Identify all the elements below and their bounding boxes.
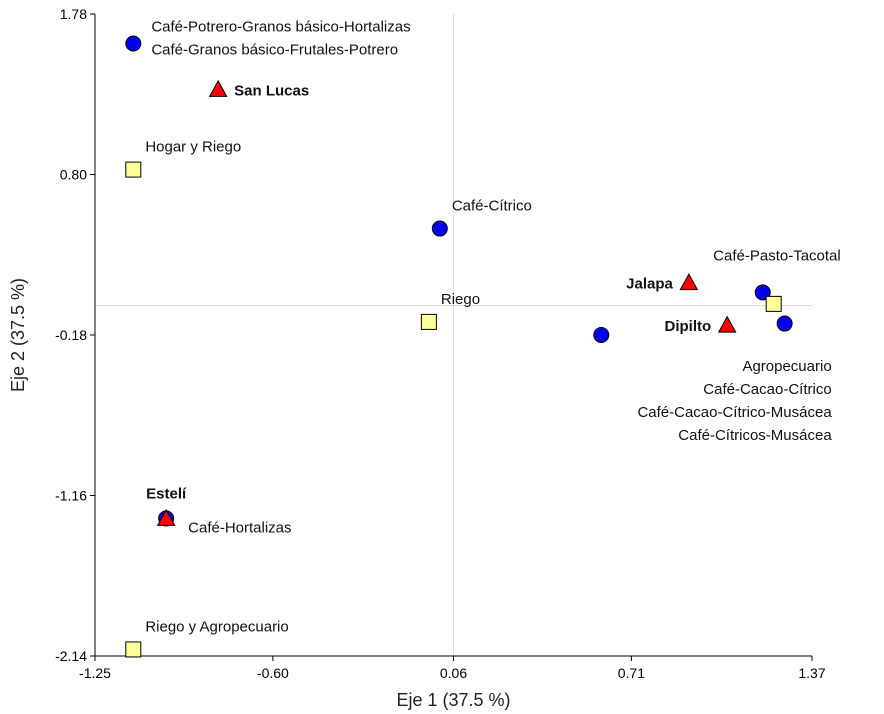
x-tick-label: 0.71 xyxy=(618,665,645,681)
x-tick-label: 1.37 xyxy=(798,665,825,681)
y-tick-label: -0.18 xyxy=(55,327,87,343)
point-label: Café-Cítrico xyxy=(452,198,532,215)
y-tick-label: -1.16 xyxy=(55,488,87,504)
point-square xyxy=(765,295,782,312)
point-label: Estelí xyxy=(146,485,187,502)
point-label: Riego xyxy=(441,291,480,308)
point-circle xyxy=(125,35,142,52)
point-label: Dipilto xyxy=(665,318,712,335)
point-label: Café-Hortalizas xyxy=(188,519,291,536)
point-triangle xyxy=(156,508,176,526)
x-ticks: -1.25 -0.60 0.06 0.71 1.37 xyxy=(79,656,826,681)
y-tick-label: -2.14 xyxy=(55,648,87,664)
point-circle xyxy=(431,220,448,237)
x-tick-label: 0.06 xyxy=(440,665,467,681)
point-square xyxy=(420,313,437,330)
point-label: San Lucas xyxy=(234,82,309,99)
point-label: Café-Pasto-Tacotal xyxy=(713,247,841,264)
point-circle xyxy=(776,315,793,332)
point-label: Agropecuario Café-Cacao-Cítrico Café-Cacao… xyxy=(637,358,832,444)
y-ticks: -2.14 -1.16 -0.18 0.80 1.78 xyxy=(55,6,95,664)
x-axis-title: Eje 1 (37.5 %) xyxy=(396,690,510,710)
point-label: Hogar y Riego xyxy=(145,139,241,156)
y-tick-label: 0.80 xyxy=(60,167,87,183)
point-triangle xyxy=(717,315,737,333)
point-label: Riego y Agropecuario xyxy=(145,618,288,635)
point-circle xyxy=(593,327,610,343)
data-points xyxy=(125,35,793,658)
point-label: Café-Potrero-Granos básico-Hortalizas Caf… xyxy=(151,18,410,58)
point-labels: Café-Potrero-Granos básico-Hortalizas Caf… xyxy=(145,18,840,635)
point-square xyxy=(125,161,142,178)
point-label: Jalapa xyxy=(626,276,673,293)
point-triangle xyxy=(208,79,228,97)
y-tick-label: 1.78 xyxy=(60,6,87,22)
x-tick-label: -1.25 xyxy=(79,665,111,681)
y-axis-title: Eje 2 (37.5 %) xyxy=(8,278,28,392)
x-tick-label: -0.60 xyxy=(257,665,289,681)
point-triangle xyxy=(679,273,699,291)
point-square xyxy=(125,641,142,658)
